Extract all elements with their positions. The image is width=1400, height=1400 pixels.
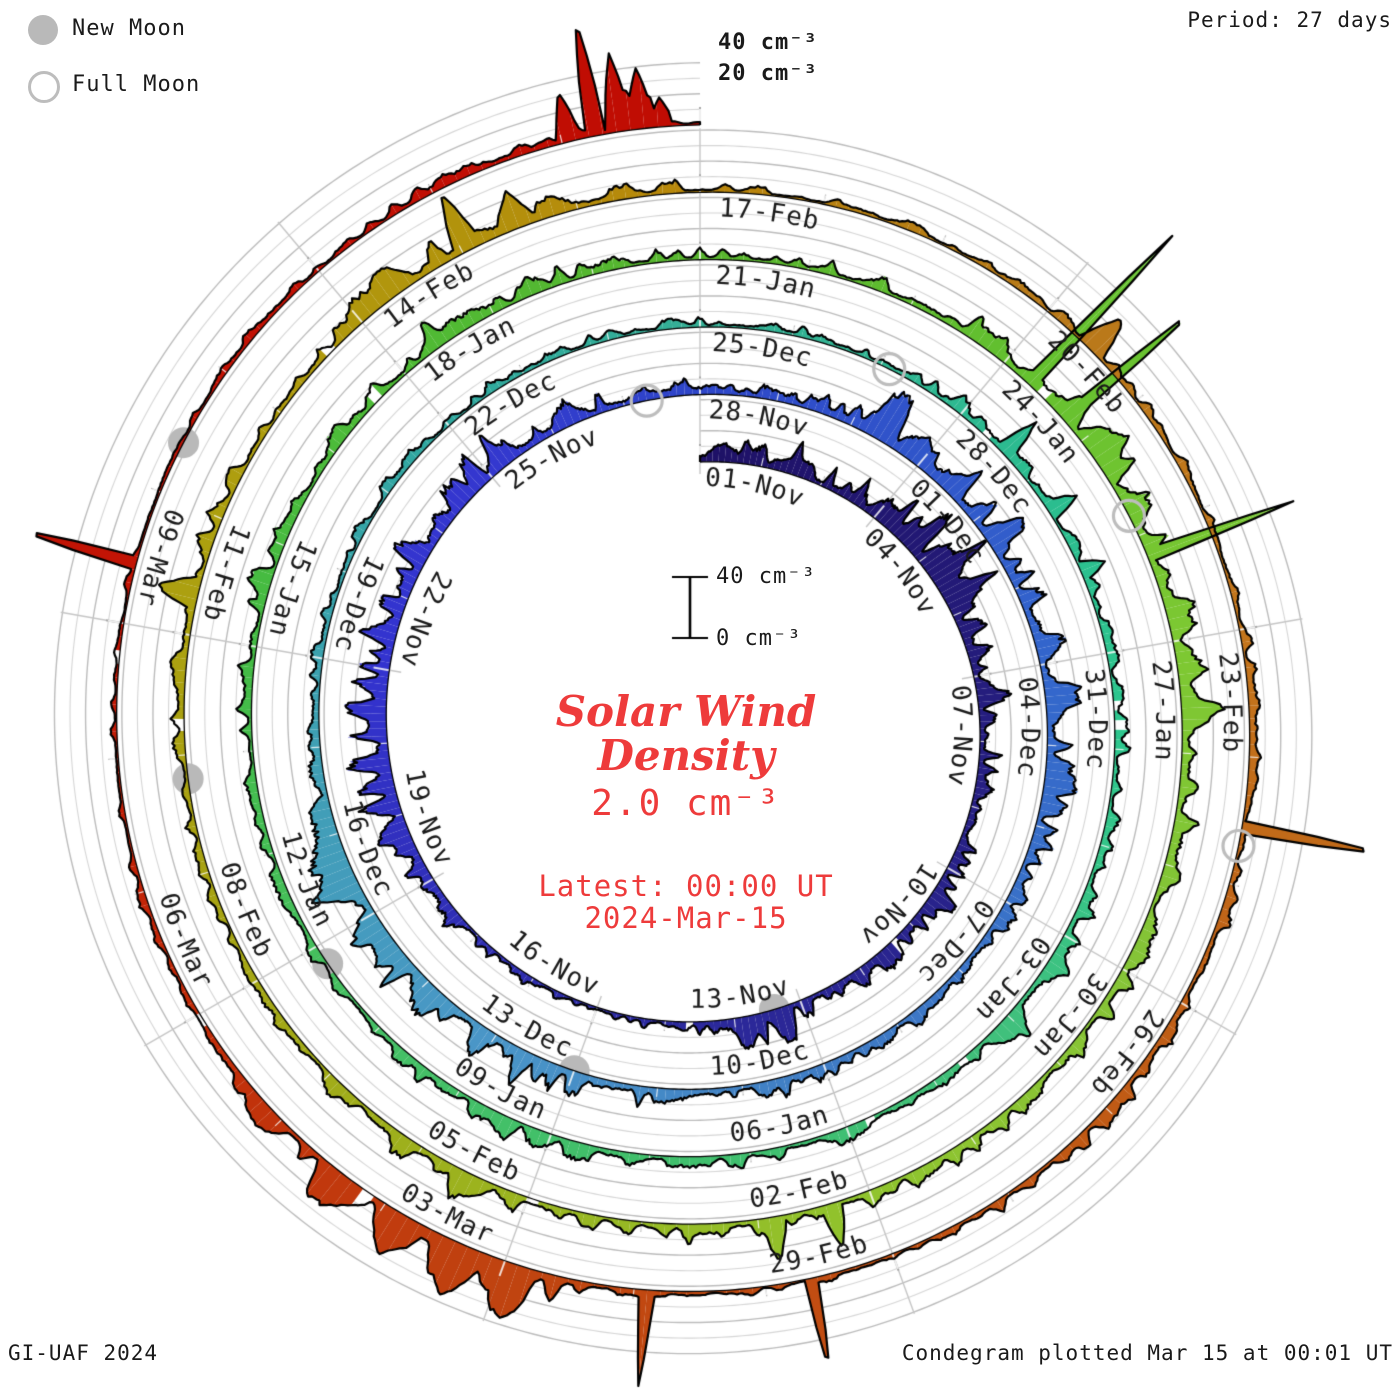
- chart-title-line2: Density: [597, 731, 775, 780]
- scale-bar-top-label: 40 cm⁻³: [716, 564, 816, 589]
- radial-axis-label-40: 40 cm⁻³: [718, 30, 818, 55]
- plotted-timestamp: Condegram plotted Mar 15 at 00:01 UT: [901, 1341, 1393, 1365]
- chart-title-line1: Solar Wind: [555, 687, 817, 736]
- new-moon-icon: [28, 15, 58, 45]
- credit-label: GI-UAF 2024: [8, 1341, 159, 1365]
- center-annotation: Solar Wind Density 2.0 cm⁻³ Latest: 00:0…: [486, 687, 886, 935]
- latest-time: Latest: 00:00 UT: [538, 869, 834, 903]
- legend-full-moon-label: Full Moon: [72, 72, 201, 97]
- scale-bar-bottom-label: 0 cm⁻³: [716, 626, 802, 651]
- threshold-value: 2.0 cm⁻³: [591, 783, 781, 824]
- latest-date: 2024-Mar-15: [584, 901, 788, 935]
- legend-new-moon-label: New Moon: [72, 16, 186, 41]
- full-moon-icon: [28, 71, 60, 103]
- radial-axis-label-20: 20 cm⁻³: [718, 61, 818, 86]
- period-label: Period: 27 days: [1187, 8, 1392, 32]
